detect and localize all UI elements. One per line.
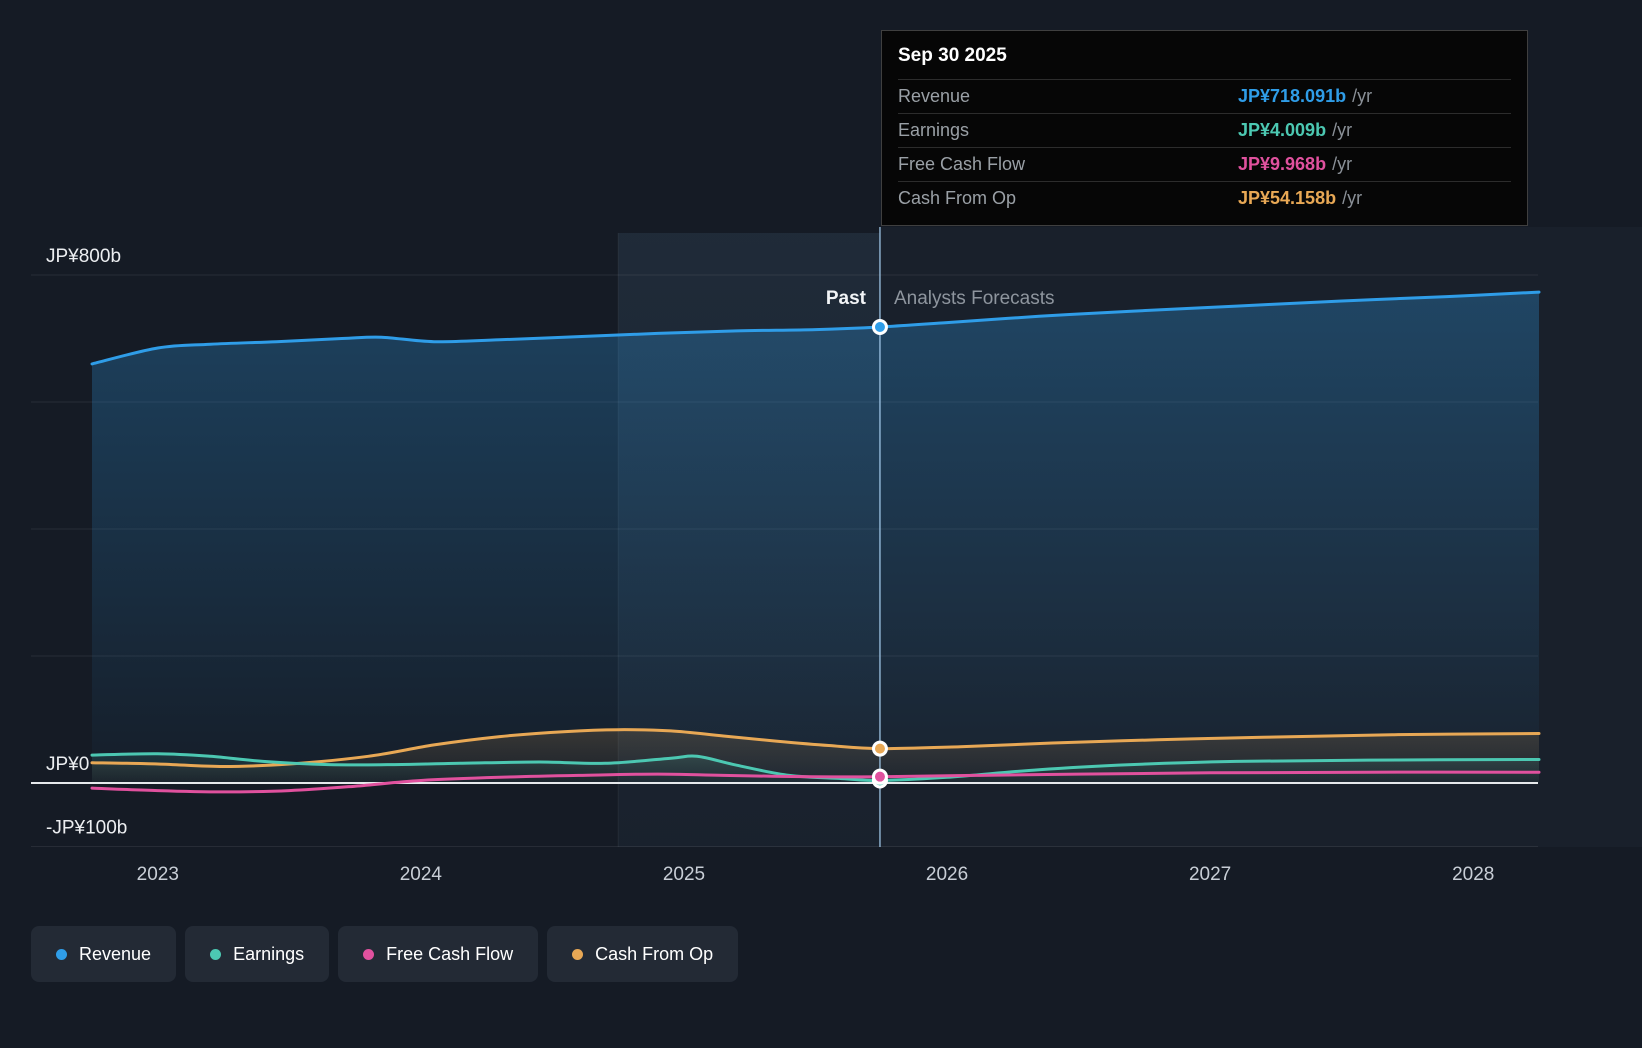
tooltip-date: Sep 30 2025 (898, 31, 1511, 80)
svg-text:-JP¥100b: -JP¥100b (46, 818, 127, 839)
past-label: Past (825, 288, 866, 309)
legend-label: Earnings (233, 943, 305, 964)
earnings-dot-icon (210, 948, 222, 960)
forecast-label: Analysts Forecasts (894, 288, 1055, 309)
revenue-dot-icon (56, 948, 67, 960)
tooltip-row-cash-from-op: Cash From Op JP¥54.158b/yr (898, 182, 1511, 215)
tooltip-row-earnings: Earnings JP¥4.009b/yr (898, 114, 1511, 148)
tooltip-row-label: Revenue (898, 86, 971, 106)
tooltip-row-label: Cash From Op (898, 188, 1017, 208)
tooltip-row-value: JP¥9.968b/yr (1238, 154, 1353, 174)
svg-text:2023: 2023 (137, 864, 179, 885)
svg-text:2028: 2028 (1452, 864, 1494, 885)
svg-text:2026: 2026 (926, 864, 968, 885)
legend: Revenue Earnings Free Cash Flow Cash Fro… (31, 926, 739, 982)
legend-label: Cash From Op (595, 943, 714, 964)
legend-item-revenue[interactable]: Revenue (31, 926, 177, 982)
svg-text:2025: 2025 (663, 864, 705, 885)
svg-text:JP¥800b: JP¥800b (46, 246, 121, 267)
legend-item-earnings[interactable]: Earnings (185, 926, 330, 982)
tooltip-row-revenue: Revenue JP¥718.091b/yr (898, 80, 1511, 114)
tooltip-row-free-cash-flow: Free Cash Flow JP¥9.968b/yr (898, 148, 1511, 182)
legend-item-free-cash-flow[interactable]: Free Cash Flow (338, 926, 539, 982)
tooltip-row-label: Free Cash Flow (898, 154, 1026, 174)
svg-text:2024: 2024 (400, 864, 443, 885)
legend-item-cash-from-op[interactable]: Cash From Op (547, 926, 739, 982)
legend-label: Revenue (79, 943, 152, 964)
free-cash-flow-dot-icon (363, 948, 375, 960)
tooltip-row-value: JP¥54.158b/yr (1238, 188, 1363, 208)
svg-text:2027: 2027 (1189, 864, 1231, 885)
tooltip-row-label: Earnings (898, 120, 970, 140)
hover-tooltip: Sep 30 2025 Revenue JP¥718.091b/yr Earni… (881, 30, 1528, 226)
svg-text:JP¥0: JP¥0 (46, 754, 89, 775)
cash-from-op-dot-icon (572, 948, 584, 960)
tooltip-row-value: JP¥718.091b/yr (1238, 86, 1373, 106)
legend-label: Free Cash Flow (386, 943, 514, 964)
tooltip-row-value: JP¥4.009b/yr (1238, 120, 1353, 140)
